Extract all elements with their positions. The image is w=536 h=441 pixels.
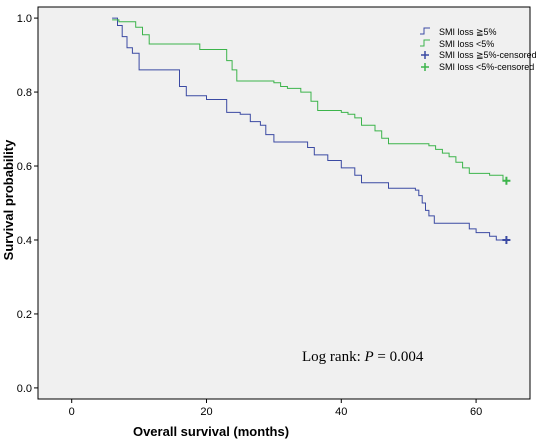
legend-entry-3: SMI loss ≧5%-censored	[421, 50, 536, 60]
censor-mark-2	[502, 176, 511, 185]
annotation-value: = 0.004	[374, 349, 424, 365]
y-axis-title: Survival probability	[1, 139, 16, 260]
legend-entry-1: SMI loss ≧5%	[420, 27, 497, 37]
x-tick-label-0: 0	[69, 406, 75, 418]
legend-marker-3	[421, 51, 429, 59]
x-tick-label-2: 40	[335, 406, 347, 418]
y-tick-label-4: 0.8	[17, 87, 32, 99]
legend-marker-2	[420, 39, 430, 47]
legend-label-4: SMI loss <5%-censored	[439, 62, 534, 72]
legend-marker-4	[421, 63, 429, 71]
legend: SMI loss ≧5% SMI loss <5% SMI loss ≧5%-c…	[420, 27, 536, 72]
legend-label-3: SMI loss ≧5%-censored	[439, 50, 536, 60]
x-tick-label-3: 60	[470, 406, 482, 418]
legend-entry-2: SMI loss <5%	[420, 39, 494, 49]
censor-mark-1	[502, 235, 511, 244]
legend-marker-1	[420, 27, 430, 35]
annotation-p: P	[363, 349, 373, 365]
y-tick-label-3: 0.6	[17, 161, 32, 173]
y-tick-label-0: 0.0	[17, 383, 32, 395]
legend-label-2: SMI loss <5%	[439, 39, 494, 49]
x-axis-title: Overall survival (months)	[133, 424, 289, 439]
legend-entry-4: SMI loss <5%-censored	[421, 62, 534, 72]
legend-label-1: SMI loss ≧5%	[439, 27, 497, 37]
y-tick-label-1: 0.2	[17, 309, 32, 321]
series-line-1	[112, 17, 507, 241]
x-tick-label-1: 20	[200, 406, 212, 418]
series-line-2	[112, 19, 507, 182]
annotation-prefix: Log rank:	[302, 349, 364, 365]
y-tick-label-5: 1.0	[17, 13, 32, 25]
plot-area	[37, 6, 531, 400]
log-rank-annotation: Log rank: P = 0.004	[302, 349, 424, 365]
y-tick-label-2: 0.4	[17, 235, 32, 247]
